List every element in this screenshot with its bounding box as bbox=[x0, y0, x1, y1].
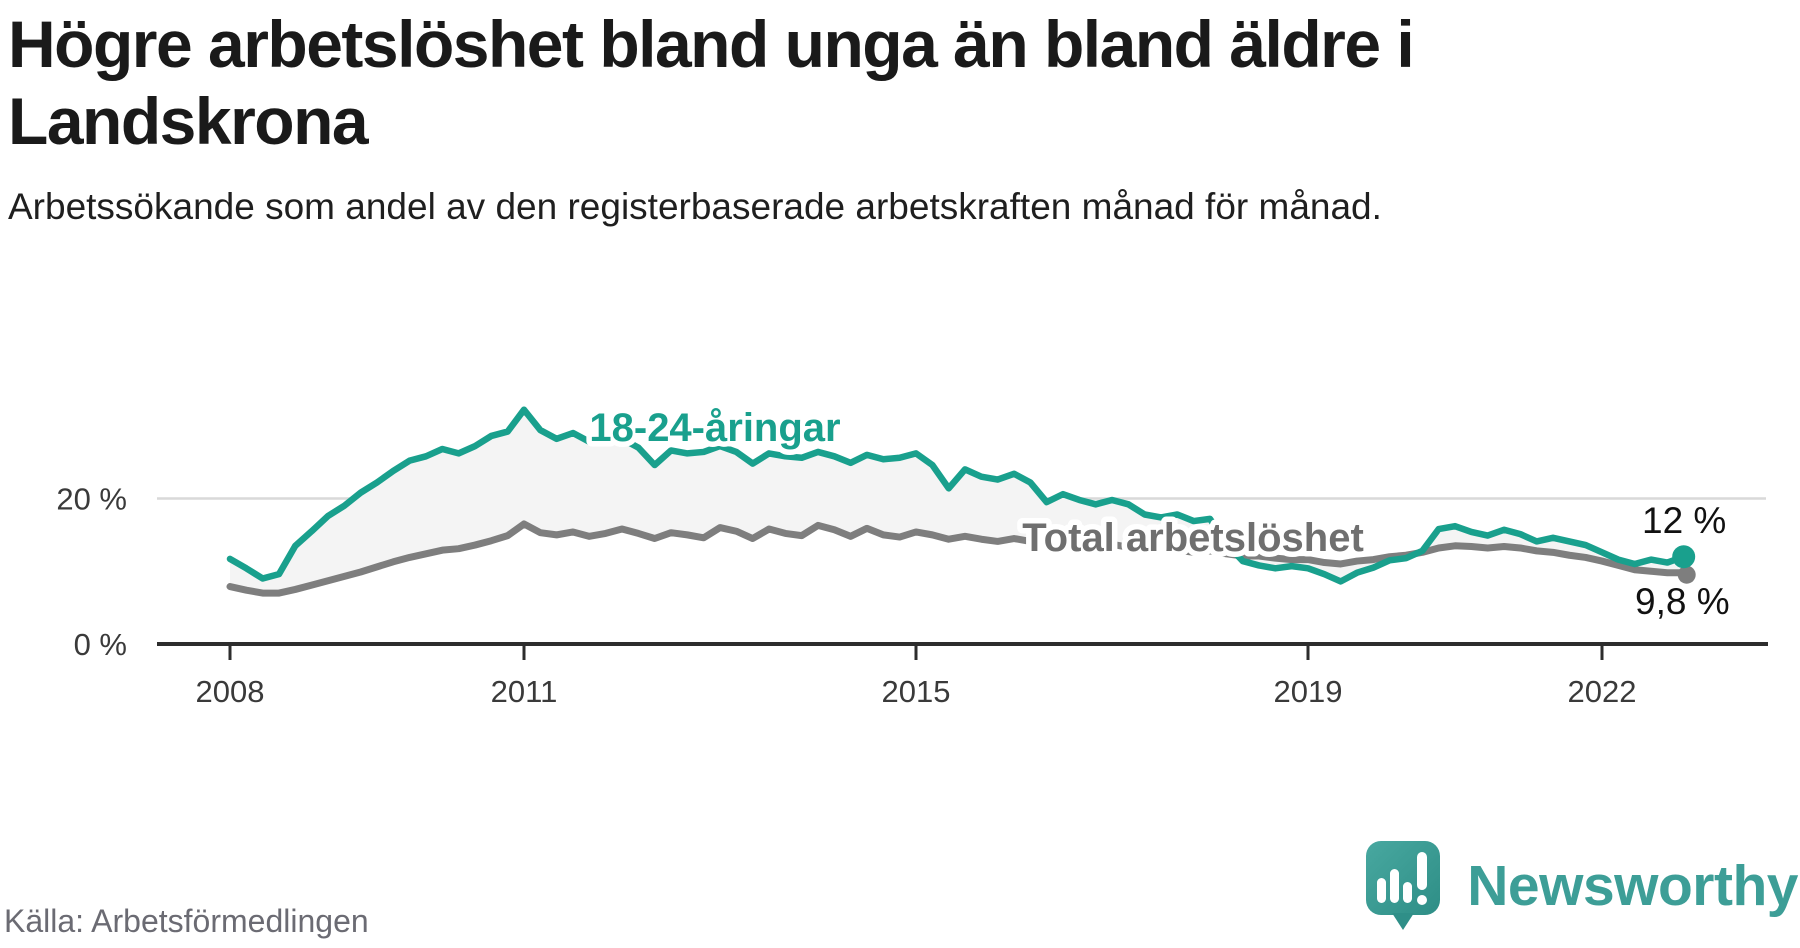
source-note: Källa: Arbetsförmedlingen bbox=[4, 903, 369, 939]
youth-series-label: 18-24-åringar bbox=[589, 406, 840, 450]
logo-exclamation-icon bbox=[1417, 852, 1428, 890]
x-tick-label: 2019 bbox=[1274, 674, 1343, 709]
x-tick-label: 2011 bbox=[491, 674, 558, 709]
total-line bbox=[226, 520, 1688, 597]
logo-bubble bbox=[1366, 841, 1441, 915]
x-tick-label: 2015 bbox=[882, 674, 951, 709]
area-between-series bbox=[230, 409, 1684, 594]
newsworthy-logo-text: Newsworthy bbox=[1467, 854, 1798, 918]
newsworthy-logo: Newsworthy bbox=[1365, 840, 1798, 932]
page-title: Högre arbetslöshet bland unga än bland ä… bbox=[8, 7, 1415, 158]
logo-bubble-tail bbox=[1392, 913, 1415, 930]
logo-exclamation-dot-icon bbox=[1417, 895, 1428, 905]
page-subtitle: Arbetssökande som andel av den registerb… bbox=[8, 186, 1382, 227]
y-tick-label: 0 % bbox=[74, 627, 127, 662]
total-end-value: 9,8 % bbox=[1635, 581, 1730, 622]
newsworthy-logo-icon bbox=[1366, 841, 1441, 930]
logo-bar-icon bbox=[1377, 878, 1387, 903]
youth-end-value: 12 % bbox=[1642, 500, 1726, 541]
y-tick-label: 20 % bbox=[56, 482, 127, 517]
x-tick-label: 2022 bbox=[1568, 674, 1637, 709]
youth-line bbox=[226, 406, 1687, 585]
youth-end-dot bbox=[1672, 545, 1696, 569]
total-end-dot bbox=[1677, 565, 1696, 584]
x-tick-label: 2008 bbox=[196, 674, 265, 709]
logo-bar-icon bbox=[1403, 882, 1413, 903]
logo-bar-icon bbox=[1390, 869, 1400, 903]
total-series-label: Total arbetslöshet bbox=[1022, 516, 1364, 560]
